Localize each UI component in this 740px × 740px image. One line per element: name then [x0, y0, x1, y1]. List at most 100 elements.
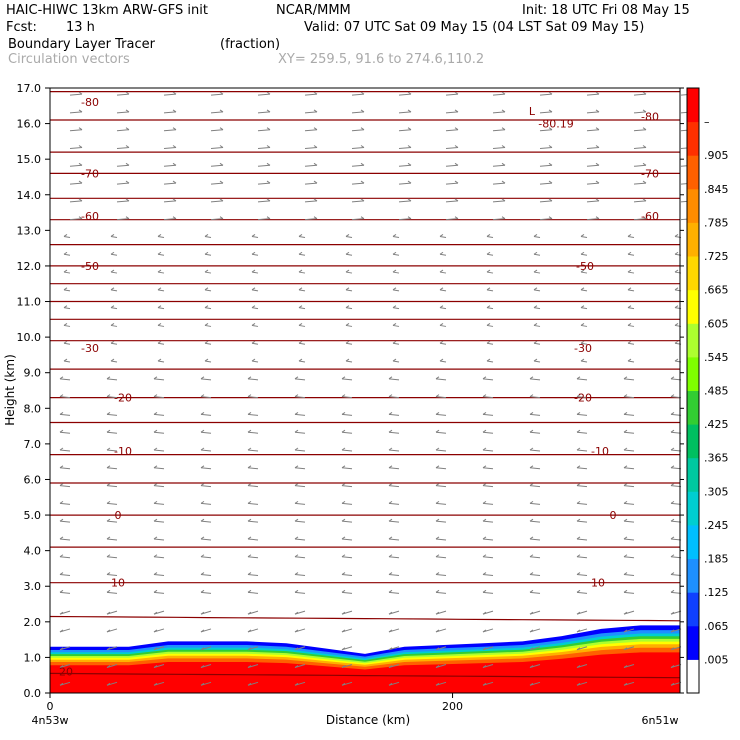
vector-arrow — [398, 200, 412, 203]
vector-arrow — [345, 342, 353, 345]
vector-arrow — [106, 556, 118, 559]
vector-arrow — [586, 200, 600, 203]
vector-arrow — [59, 538, 71, 541]
vector-arrow — [388, 628, 400, 633]
vector-arrowhead — [78, 198, 83, 202]
vector-arrowhead — [251, 323, 256, 326]
vector-arrow — [200, 628, 212, 633]
vector-arrow — [69, 93, 83, 96]
vector-arrowhead — [78, 162, 83, 166]
vector-arrow — [247, 431, 259, 434]
vector-arrowhead — [529, 483, 534, 487]
vector-arrow — [59, 467, 71, 470]
vector-arrow — [63, 307, 71, 310]
vector-arrowhead — [106, 518, 111, 522]
vector-arrow — [63, 253, 71, 256]
vector-arrowhead — [251, 287, 256, 291]
vector-arrow — [345, 289, 353, 292]
vector-arrowhead — [623, 447, 628, 451]
vector-arrowhead — [623, 554, 628, 558]
vector-arrowhead — [125, 145, 130, 148]
vector-arrowhead — [407, 109, 412, 113]
vector-arrow — [445, 200, 459, 203]
vector-arrow — [435, 556, 447, 559]
vector-arrowhead — [576, 376, 581, 380]
colorbar-segment — [687, 524, 699, 559]
vector-arrowhead — [125, 109, 130, 113]
vector-arrowhead — [106, 572, 111, 575]
vector-arrowhead — [482, 682, 487, 686]
vector-arrow — [294, 413, 306, 416]
vector-arrowhead — [266, 109, 271, 113]
vector-arrowhead — [576, 483, 581, 487]
vector-arrowhead — [294, 665, 299, 668]
vector-arrowhead — [341, 500, 346, 504]
fcst-label: Fcst: — [6, 20, 37, 35]
vector-arrowhead — [106, 429, 111, 433]
vector-arrow — [398, 111, 412, 114]
vector-arrowhead — [294, 394, 299, 398]
vector-arrow — [251, 235, 259, 238]
vector-arrowhead — [204, 251, 209, 255]
vector-arrow — [670, 413, 682, 416]
vector-arrowhead — [623, 629, 628, 633]
vector-arrowhead — [670, 376, 675, 380]
vector-arrow — [257, 164, 271, 167]
vector-arrow — [106, 431, 118, 434]
vector-arrow — [529, 467, 541, 470]
vector-arrow — [200, 556, 212, 559]
vector-arrowhead — [576, 629, 581, 633]
vector-arrowhead — [623, 394, 628, 398]
vector-arrowhead — [501, 180, 506, 184]
vector-arrowhead — [548, 145, 553, 148]
vector-arrowhead — [392, 340, 397, 344]
vector-arrow — [106, 538, 118, 541]
vector-arrow — [670, 681, 682, 686]
y-tick-label: 6.0 — [24, 473, 42, 486]
vector-arrow — [294, 628, 306, 633]
colorbar-label: .545 — [704, 351, 729, 364]
vector-arrow — [492, 111, 506, 114]
vector-arrow — [341, 467, 353, 470]
vector-arrowhead — [670, 647, 675, 651]
vector-arrowhead — [454, 109, 459, 113]
vector-arrow — [670, 591, 682, 594]
vector-arrowhead — [454, 127, 459, 131]
vector-arrow — [59, 574, 71, 577]
vector-arrowhead — [529, 394, 534, 398]
vector-arrowhead — [153, 429, 158, 433]
vector-arrowhead — [63, 287, 68, 291]
vector-arrow — [435, 431, 447, 434]
vector-arrowhead — [78, 216, 83, 220]
vector-arrow — [398, 147, 412, 149]
vector-arrowhead — [623, 429, 628, 433]
vector-arrowhead — [482, 411, 487, 415]
vector-arrow — [576, 681, 588, 686]
vector-arrow — [157, 360, 165, 363]
vector-arrowhead — [454, 180, 459, 184]
vector-arrowhead — [623, 483, 628, 487]
vector-arrowhead — [388, 629, 393, 633]
colorbar-label: – — [704, 116, 710, 129]
vector-arrow — [623, 628, 635, 633]
vector-arrow — [529, 610, 541, 615]
vector-arrowhead — [435, 629, 440, 633]
colorbar-label: .665 — [704, 284, 729, 297]
contour-label: -80.19 — [538, 118, 573, 131]
vector-arrow — [341, 431, 353, 434]
vector-arrow — [341, 502, 353, 505]
vector-arrowhead — [388, 589, 393, 593]
vector-arrowhead — [486, 287, 491, 291]
vector-arrowhead — [623, 572, 628, 575]
vector-arrow — [576, 591, 588, 594]
vector-arrowhead — [298, 358, 303, 362]
vector-arrow — [157, 235, 165, 238]
vector-arrow — [486, 360, 494, 363]
contour-label: -80 — [81, 96, 99, 109]
vector-arrow — [533, 342, 541, 345]
vector-arrowhead — [153, 589, 158, 593]
vector-arrow — [106, 628, 118, 633]
vector-arrow — [539, 164, 553, 167]
vector-arrowhead — [533, 358, 538, 362]
vector-arrow — [351, 129, 365, 132]
